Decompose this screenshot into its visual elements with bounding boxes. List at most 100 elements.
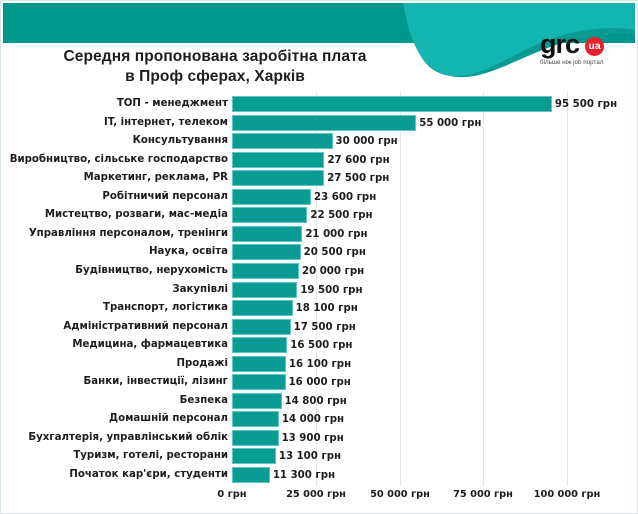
category-label: Консультування [132, 135, 228, 147]
bar [232, 300, 293, 317]
bar-row: Транспорт, логістика 18 100 грн [0, 299, 638, 317]
category-label: Банки, інвестиції, лізинг [83, 376, 228, 388]
bar [232, 429, 279, 446]
value-label: 21 000 грн [305, 228, 368, 240]
bar-row: Управління персоналом, тренінги 21 000 гр… [0, 225, 638, 243]
category-label: Будівництво, нерухомість [75, 264, 228, 276]
category-label: ТОП - менеджмент [116, 98, 228, 109]
bar [232, 318, 291, 335]
bar-row: Бухгалтерія, управлінський облік 13 900 г… [0, 429, 638, 447]
bar-row: Консультування 30 000 грн [0, 132, 638, 150]
value-label: 14 800 грн [284, 395, 347, 407]
bar-row: Банки, інвестиції, лізинг 16 000 грн [0, 373, 638, 391]
bar-row: Будівництво, нерухомість 20 000 грн [0, 262, 638, 280]
bar [232, 281, 298, 298]
bar-row: Продажі 16 100 грн [0, 355, 638, 373]
category-label: Бухгалтерія, управлінський облік [28, 431, 228, 443]
value-label: 95 500 грн [554, 99, 618, 110]
category-label: Маркетинг, реклама, PR [83, 172, 228, 184]
value-label: 30 000 грн [335, 136, 398, 148]
value-label: 13 900 грн [281, 432, 344, 444]
bar [232, 133, 333, 150]
value-label: 27 600 грн [327, 154, 390, 166]
value-label: 20 000 грн [302, 265, 365, 277]
category-label: Початок кар'єри, студенти [69, 469, 228, 480]
bar-row: Початок кар'єри, студенти 11 300 грн [0, 466, 638, 484]
bar-row: Туризм, готелі, ресторани 13 100 грн [0, 447, 638, 465]
bar [232, 337, 288, 354]
bar [232, 207, 308, 224]
category-label: Адміністративний персонал [63, 320, 228, 332]
category-label: Транспорт, логістика [103, 302, 228, 314]
bar [232, 448, 276, 465]
bar-row: ТОП - менеджмент 95 500 грн [0, 95, 638, 113]
bar-row: Робітничий персонал 23 600 грн [0, 188, 638, 206]
value-label: 20 500 грн [303, 247, 366, 259]
category-label: IT, інтернет, телеком [103, 116, 228, 128]
bar [232, 355, 286, 372]
bar-row: Безпека 14 800 грн [0, 392, 638, 410]
category-label: Медицина, фармацевтика [72, 339, 228, 351]
bar-row: Наука, освіта 20 500 грн [0, 243, 638, 261]
header-banner [3, 3, 635, 78]
grc-logo: grc ua більше ніж job портал [540, 30, 620, 70]
bar [232, 392, 282, 409]
value-label: 14 000 грн [281, 414, 345, 426]
bar [232, 467, 270, 483]
bar [232, 225, 303, 242]
category-label: Виробництво, сільське господарство [9, 153, 228, 165]
x-tick-label: 50 000 грн [370, 489, 430, 500]
gridline [483, 92, 484, 486]
logo-brand-text: grc [540, 29, 580, 59]
logo-ua-badge-icon: ua [585, 37, 604, 56]
bar-row: Медицина, фармацевтика 16 500 грн [0, 336, 638, 354]
gridline [400, 92, 401, 486]
bar-row: Домашній персонал 14 000 грн [0, 410, 638, 428]
x-tick-label: 100 000 грн [533, 489, 601, 500]
category-label: Управління персоналом, тренінги [28, 227, 228, 239]
value-label: 18 100 грн [295, 303, 358, 315]
bar-row: Виробництво, сільське господарство 27 600… [0, 151, 638, 169]
gridline [567, 92, 568, 486]
bar-row: IT, інтернет, телеком 55 000 грн [0, 114, 638, 132]
x-tick-label: 25 000 грн [286, 489, 346, 500]
category-label: Туризм, готелі, ресторани [73, 450, 228, 462]
bar-row: Маркетинг, реклама, PR 27 500 грн [0, 169, 638, 187]
value-label: 22 500 грн [310, 210, 373, 222]
category-label: Безпека [179, 394, 228, 406]
category-label: Закупівлі [172, 283, 228, 295]
title-line-1: Середня пропонована заробітна плата [63, 48, 367, 65]
value-label: 16 100 грн [288, 358, 352, 370]
bar [232, 170, 325, 187]
bar [232, 374, 286, 391]
chart-title: Середня пропонована заробітна плата в Пр… [30, 47, 400, 87]
bar-row: Мистецтво, розваги, мас-медіа 22 500 грн [0, 206, 638, 224]
bar [232, 96, 552, 112]
bar [232, 114, 417, 131]
category-label: Робітничий персонал [102, 190, 228, 202]
value-label: 17 500 грн [293, 321, 356, 333]
bar [232, 262, 299, 279]
category-label: Наука, освіта [148, 246, 228, 258]
gridline [316, 92, 317, 486]
bar [232, 151, 325, 168]
category-label: Продажі [176, 357, 228, 369]
category-label: Домашній персонал [109, 413, 228, 425]
bar [232, 244, 301, 261]
bar-row: Адміністративний персонал 17 500 грн [0, 318, 638, 336]
value-label: 23 600 грн [314, 191, 377, 203]
bar [232, 411, 279, 428]
value-label: 19 500 грн [300, 284, 363, 296]
bar-row: Закупівлі 19 500 грн [0, 281, 638, 299]
value-label: 16 000 грн [288, 377, 351, 389]
value-label: 16 500 грн [290, 340, 353, 352]
value-label: 11 300 грн [272, 470, 336, 481]
x-tick-label: 0 грн [217, 489, 247, 500]
category-label: Мистецтво, розваги, мас-медіа [44, 209, 228, 221]
bar [232, 188, 312, 205]
x-tick-label: 75 000 грн [453, 489, 513, 500]
title-line-2: в Проф сферах, Харків [125, 68, 305, 85]
value-label: 27 500 грн [327, 173, 390, 185]
